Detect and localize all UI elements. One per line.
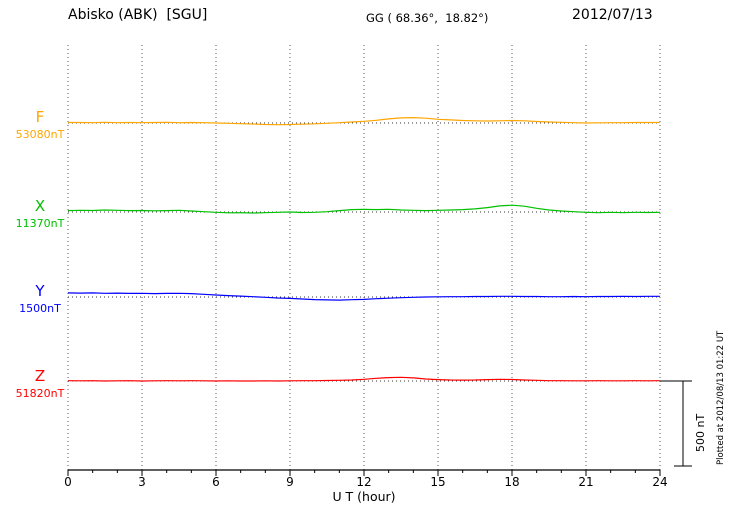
series-letter-Z: Z: [34, 367, 46, 385]
series-label-group-F: F 53080nT: [8, 108, 72, 141]
scale-bar-label: 500 nT: [694, 414, 707, 452]
series-label-group-X: X 11370nT: [8, 197, 72, 230]
plot-date: 2012/07/13: [572, 7, 653, 23]
x-tick-label-18: 18: [504, 475, 520, 489]
series-label-group-Y: Y 1500nT: [8, 282, 72, 315]
x-tick-label-12: 12: [356, 475, 372, 489]
series-label-group-Z: Z 51820nT: [8, 367, 72, 400]
x-tick-label-0: 0: [64, 475, 72, 489]
series-baseline-value-X: 11370nT: [15, 217, 65, 230]
series-baseline-value-Y: 1500nT: [19, 302, 61, 315]
trace-Z: [67, 376, 661, 382]
x-axis-label: U T (hour): [332, 489, 396, 504]
series-baseline-value-F: 53080nT: [15, 128, 65, 141]
series-letter-Y: Y: [35, 282, 45, 300]
plotted-at-note: Plotted at 2012/08/13 01:22 UT: [716, 330, 726, 465]
trace-X: [67, 204, 661, 214]
x-tick-label-6: 6: [212, 475, 220, 489]
trace-Y: [67, 292, 660, 301]
x-tick-label-3: 3: [138, 475, 146, 489]
station-title: Abisko (ABK) [SGU]: [68, 7, 208, 23]
series-letter-X: X: [34, 197, 46, 215]
x-tick-label-21: 21: [578, 475, 594, 489]
series-letter-F: F: [35, 108, 45, 126]
x-tick-label-15: 15: [430, 475, 446, 489]
x-tick-label-24: 24: [652, 475, 668, 489]
x-tick-label-9: 9: [286, 475, 294, 489]
series-baseline-value-Z: 51820nT: [15, 387, 65, 400]
geographic-coordinates: GG ( 68.36°, 18.82°): [366, 11, 489, 25]
trace-F: [68, 116, 660, 126]
